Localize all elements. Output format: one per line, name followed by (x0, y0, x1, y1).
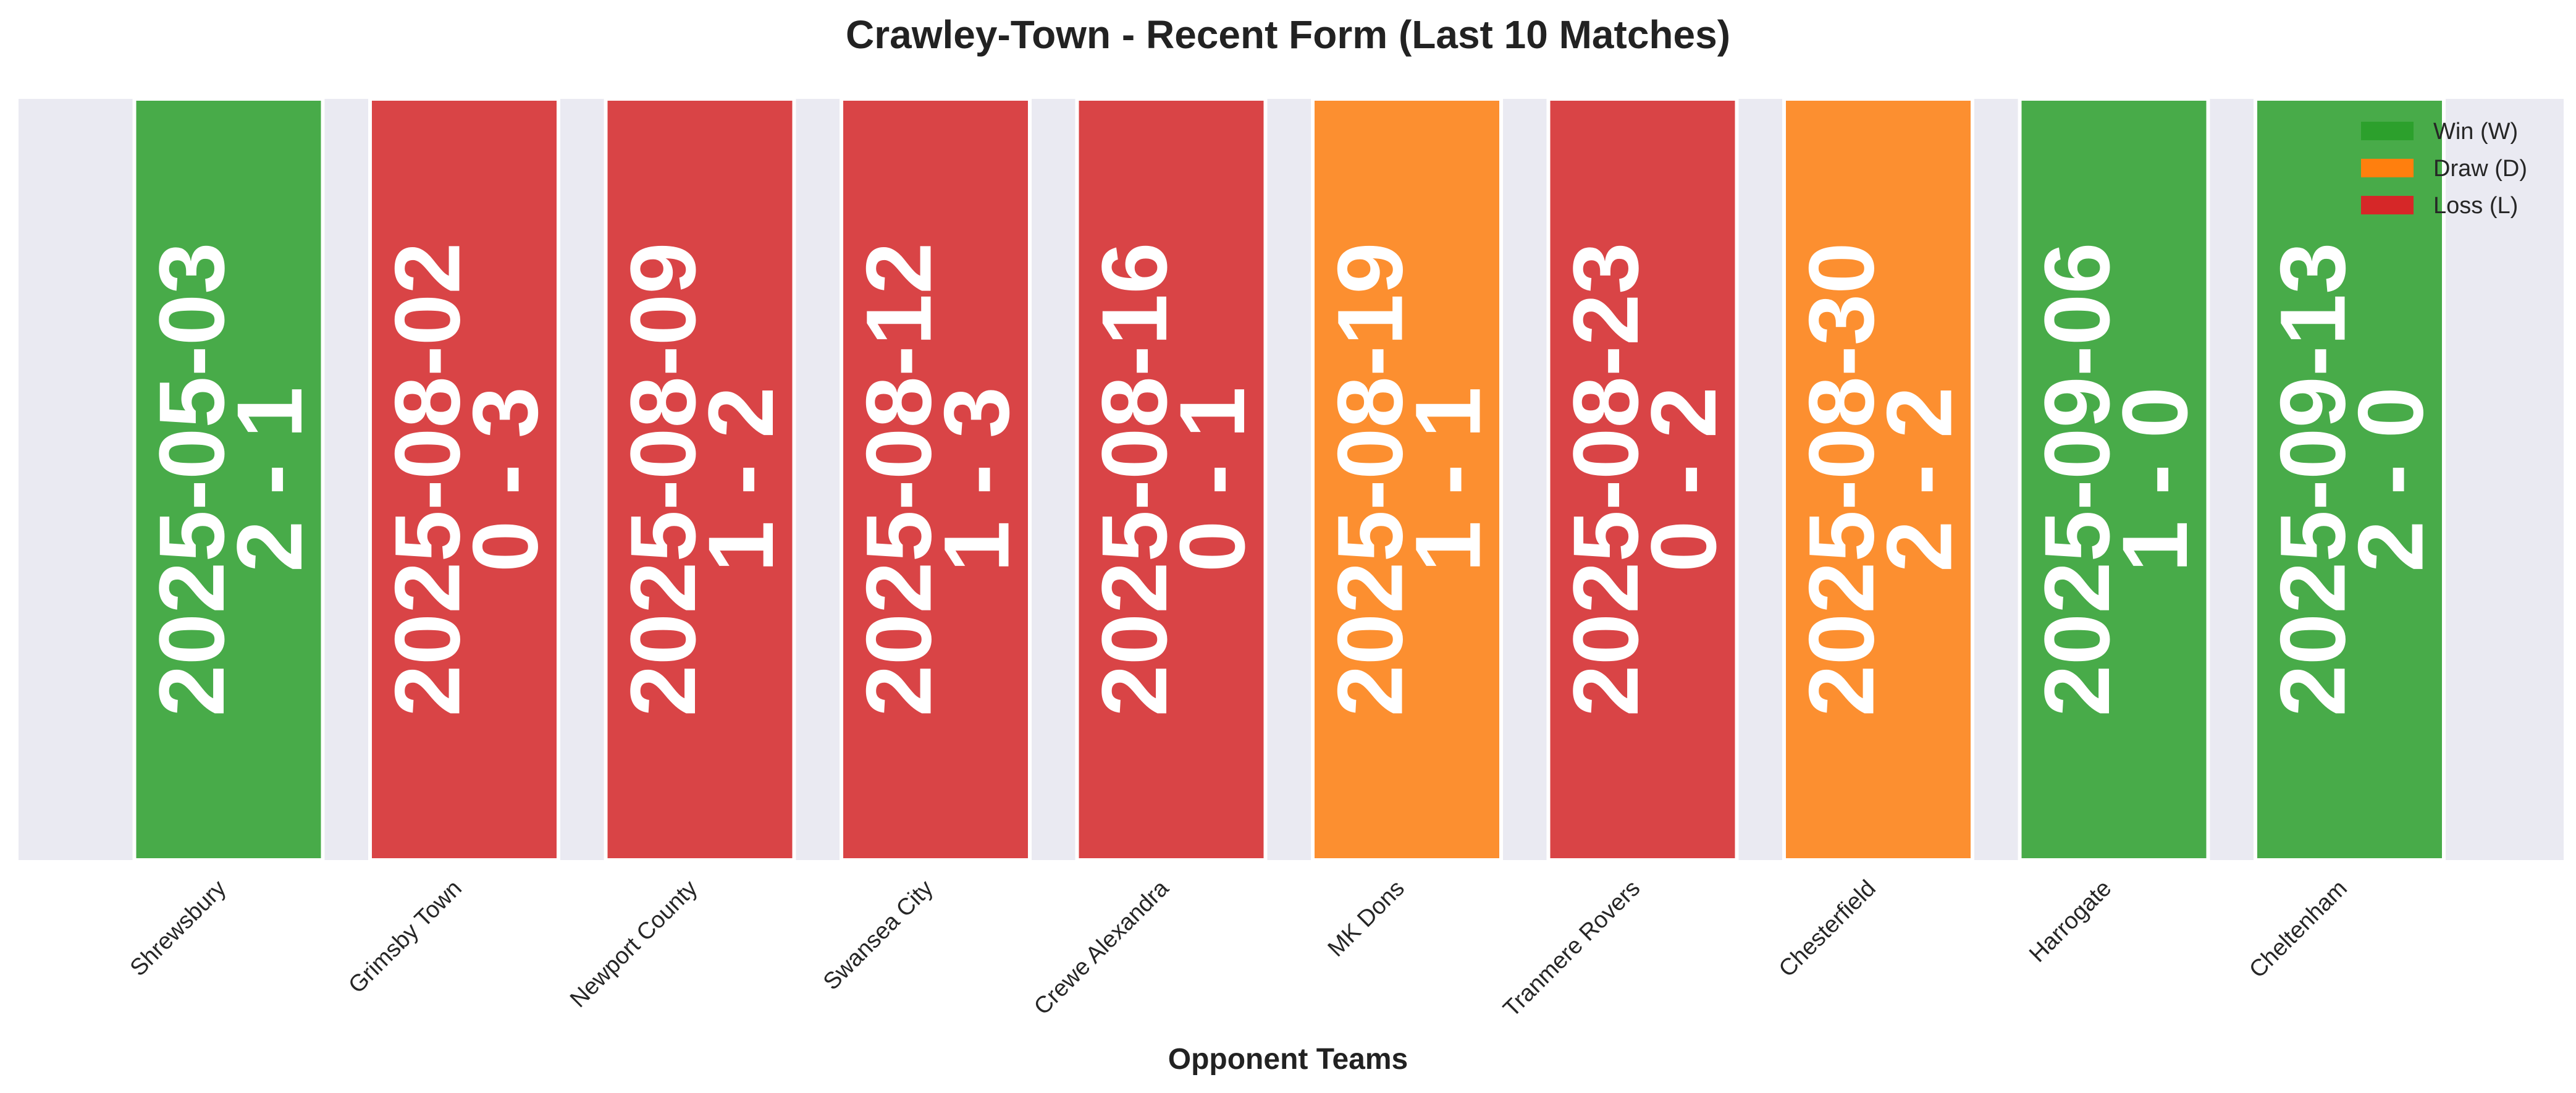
legend-item-D: Draw (D) (2361, 156, 2527, 182)
legend-swatch (2361, 122, 2414, 140)
bar-date-label: 2025-08-30 (1790, 242, 1893, 716)
legend-label: Win (W) (2433, 119, 2518, 145)
x-tick-label: Tranmere Rovers (1499, 876, 1646, 1023)
x-tick-label: Harrogate (2024, 876, 2116, 968)
legend-swatch (2361, 196, 2414, 214)
bar-date-label: 2025-08-12 (847, 242, 951, 716)
bar-label-5: 2025-08-160 - 1 (1082, 242, 1264, 716)
bar-label-2: 2025-08-020 - 3 (376, 242, 557, 716)
bar-label-6: 2025-08-191 - 1 (1318, 242, 1500, 716)
bar-date-label: 2025-08-23 (1554, 242, 1657, 716)
bar-label-8: 2025-08-302 - 2 (1790, 242, 1971, 716)
bar-date-label: 2025-08-09 (611, 242, 715, 716)
legend-item-L: Loss (L) (2361, 193, 2518, 219)
x-tick-label: Crewe Alexandra (1029, 875, 1174, 1020)
bar-6 (1311, 97, 1503, 862)
bar-7 (1546, 97, 1739, 862)
bar-score-label: 1 - 1 (1396, 387, 1500, 572)
bar-date-label: 2025-08-16 (1082, 242, 1186, 716)
x-tick-label: Cheltenham (2244, 876, 2352, 984)
bar-label-3: 2025-08-091 - 2 (611, 242, 793, 716)
bar-score-label: 2 - 0 (2339, 387, 2443, 572)
legend-label: Loss (L) (2433, 193, 2518, 219)
bar-date-label: 2025-08-19 (1318, 242, 1422, 716)
bar-date-label: 2025-08-02 (376, 242, 479, 716)
x-tick-label: Shrewsbury (125, 876, 232, 982)
bar-date-label: 2025-09-06 (2025, 242, 2129, 716)
bar-score-label: 2 - 1 (217, 387, 321, 572)
bar-4 (840, 97, 1032, 862)
bar-date-label: 2025-05-03 (140, 242, 243, 716)
chart-title: Crawley-Town - Recent Form (Last 10 Matc… (846, 12, 1730, 57)
bar-score-label: 1 - 3 (925, 387, 1029, 572)
legend-label: Draw (D) (2433, 156, 2527, 182)
bar-9 (2018, 97, 2210, 862)
x-axis-label: Opponent Teams (1168, 1043, 1408, 1076)
x-tick-label: Grimsby Town (343, 876, 466, 998)
bar-score-label: 0 - 1 (1160, 387, 1264, 572)
bar-score-label: 1 - 2 (689, 387, 793, 572)
bar-8 (1782, 97, 1974, 862)
bar-date-label: 2025-09-13 (2261, 242, 2365, 716)
bar-label-7: 2025-08-230 - 2 (1554, 242, 1735, 716)
x-tick-labels: Shrewsbury Grimsby Town Newport County Swan… (125, 875, 2352, 1022)
bar-5 (1075, 97, 1268, 862)
bar-score-label: 0 - 2 (1631, 387, 1735, 572)
bar-score-label: 0 - 3 (453, 387, 557, 572)
x-tick-label: Newport County (565, 876, 702, 1013)
bar-score-label: 2 - 2 (1867, 387, 1971, 572)
x-tick-label: Chesterfield (1774, 876, 1881, 982)
x-tick-label: Swansea City (819, 876, 938, 995)
bar-10 (2254, 97, 2446, 862)
bars-layer (132, 97, 2446, 862)
bar-labels-layer: 2025-05-032 - 1 2025-08-020 - 3 2025-08-09… (140, 242, 2443, 716)
bar-3 (604, 97, 796, 862)
legend-item-W: Win (W) (2361, 119, 2518, 145)
legend-swatch (2361, 159, 2414, 177)
legend: Win (W) Draw (D) Loss (L) (2361, 119, 2527, 219)
bar-label-4: 2025-08-121 - 3 (847, 242, 1029, 716)
bar-label-10: 2025-09-132 - 0 (2261, 242, 2443, 716)
bar-label-9: 2025-09-061 - 0 (2025, 242, 2207, 716)
bar-1 (132, 97, 325, 862)
x-tick-label: MK Dons (1323, 876, 1410, 962)
bar-label-1: 2025-05-032 - 1 (140, 242, 321, 716)
bar-2 (368, 97, 560, 862)
bar-score-label: 1 - 0 (2103, 387, 2207, 572)
